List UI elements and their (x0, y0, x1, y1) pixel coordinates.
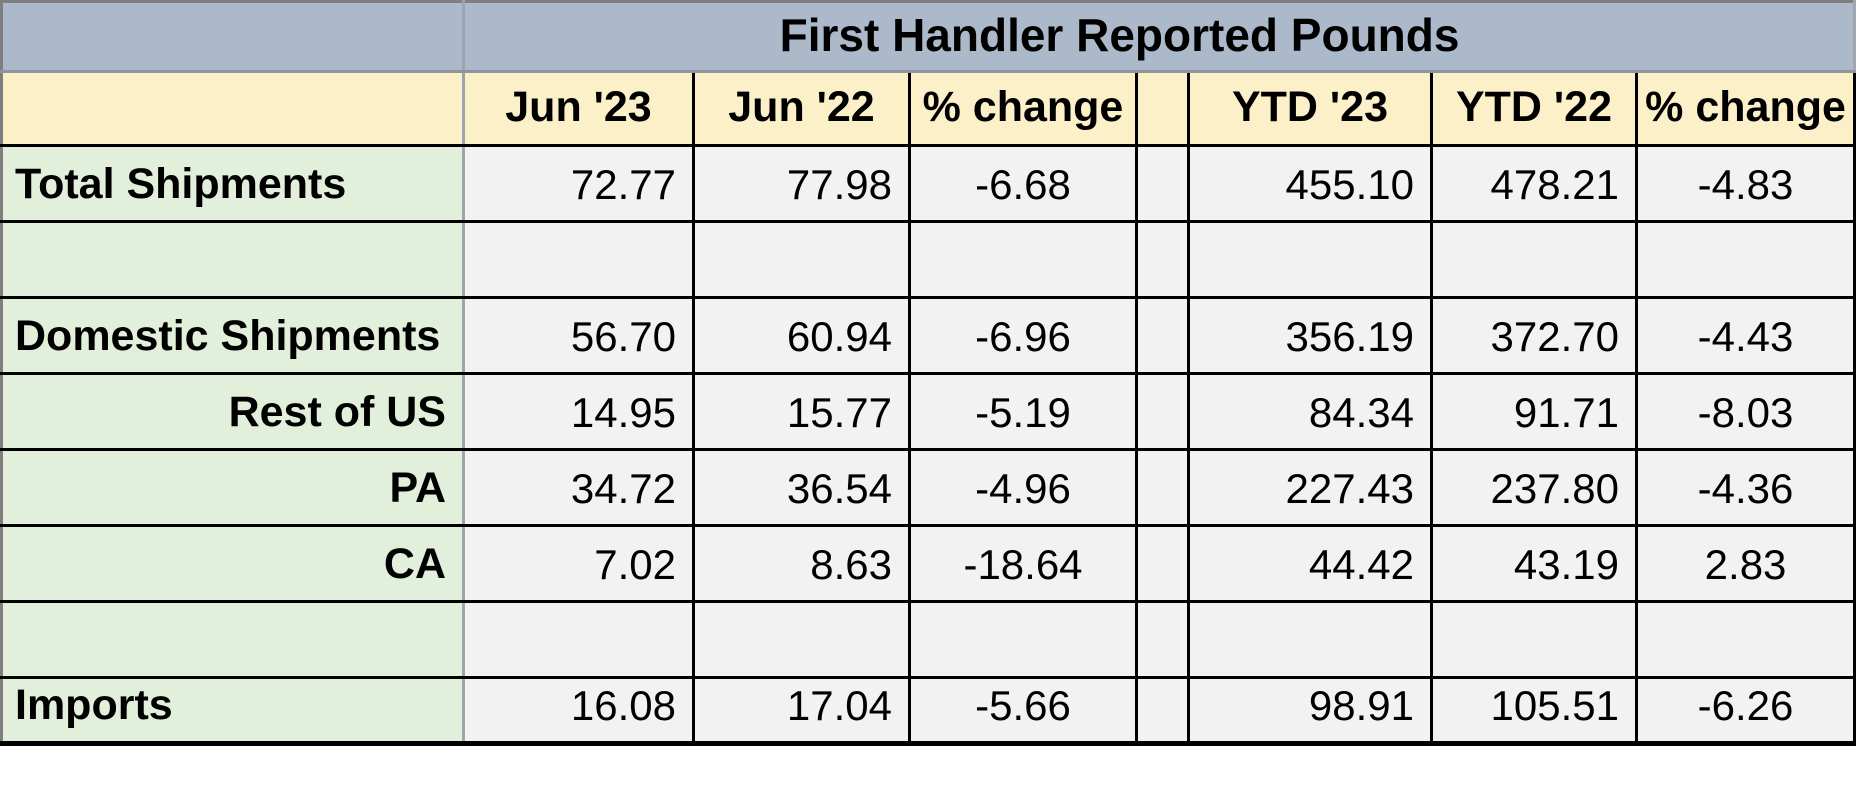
data-cell: 105.51 (1431, 677, 1638, 746)
table-row: Imports 16.08 17.04 -5.66 98.91 105.51 -6.26 (0, 677, 1857, 746)
data-cell (909, 221, 1138, 299)
header-label-cell (0, 71, 465, 147)
data-cell: 34.72 (463, 449, 695, 527)
header-cell: % change (1636, 71, 1857, 147)
data-cell: -6.26 (1636, 677, 1857, 746)
spacer-cell (1136, 221, 1190, 299)
row-label (0, 221, 465, 299)
spacer-cell (1136, 449, 1190, 527)
header-cell: YTD '23 (1188, 71, 1433, 147)
data-cell: 98.91 (1188, 677, 1433, 746)
row-label: Total Shipments (0, 145, 465, 223)
table-row: CA 7.02 8.63 -18.64 44.42 43.19 2.83 (0, 525, 1857, 603)
title-row: First Handler Reported Pounds (0, 0, 1857, 73)
row-label: CA (0, 525, 465, 603)
table-row: Domestic Shipments 56.70 60.94 -6.96 356.19 3… (0, 297, 1857, 375)
data-cell: -18.64 (909, 525, 1138, 603)
data-cell (1431, 221, 1638, 299)
data-cell: 17.04 (693, 677, 911, 746)
data-cell (693, 221, 911, 299)
data-cell: 14.95 (463, 373, 695, 451)
table-row-blank (0, 221, 1857, 299)
row-label: Imports (0, 677, 465, 746)
data-cell (463, 601, 695, 679)
spacer-cell (1136, 145, 1190, 223)
data-cell: 84.34 (1188, 373, 1433, 451)
data-cell: 478.21 (1431, 145, 1638, 223)
data-cell: 91.71 (1431, 373, 1638, 451)
spacer-cell (1136, 677, 1190, 746)
data-cell: 227.43 (1188, 449, 1433, 527)
data-cell: 36.54 (693, 449, 911, 527)
title-left-cell (0, 0, 465, 73)
data-cell: 7.02 (463, 525, 695, 603)
data-cell (693, 601, 911, 679)
row-label: PA (0, 449, 465, 527)
data-cell (1636, 221, 1857, 299)
data-cell: 77.98 (693, 145, 911, 223)
data-cell (1431, 601, 1638, 679)
data-cell (463, 221, 695, 299)
spacer-cell (1136, 297, 1190, 375)
table-title: First Handler Reported Pounds (463, 0, 1857, 73)
data-cell: 2.83 (1636, 525, 1857, 603)
data-cell: -5.66 (909, 677, 1138, 746)
data-cell (909, 601, 1138, 679)
first-handler-table: First Handler Reported Pounds Jun '23 Jun… (0, 0, 1857, 746)
data-cell: -4.36 (1636, 449, 1857, 527)
data-cell: 372.70 (1431, 297, 1638, 375)
table-row-blank (0, 601, 1857, 679)
data-cell: -6.96 (909, 297, 1138, 375)
data-cell (1188, 601, 1433, 679)
table-row: Total Shipments 72.77 77.98 -6.68 455.10 478.… (0, 145, 1857, 223)
data-cell (1636, 601, 1857, 679)
data-cell: -4.96 (909, 449, 1138, 527)
data-cell: -6.68 (909, 145, 1138, 223)
data-cell: -4.43 (1636, 297, 1857, 375)
data-cell: 72.77 (463, 145, 695, 223)
data-cell: -4.83 (1636, 145, 1857, 223)
row-label: Rest of US (0, 373, 465, 451)
header-cell: Jun '22 (693, 71, 911, 147)
data-cell: 56.70 (463, 297, 695, 375)
header-cell: Jun '23 (463, 71, 695, 147)
data-cell: 16.08 (463, 677, 695, 746)
spacer-cell (1136, 601, 1190, 679)
spacer-cell (1136, 373, 1190, 451)
header-cell: YTD '22 (1431, 71, 1638, 147)
header-spacer-cell (1136, 71, 1190, 147)
data-cell: -8.03 (1636, 373, 1857, 451)
data-cell: 237.80 (1431, 449, 1638, 527)
table-row: Rest of US 14.95 15.77 -5.19 84.34 91.71 -8.03 (0, 373, 1857, 451)
data-cell: 44.42 (1188, 525, 1433, 603)
data-cell: 455.10 (1188, 145, 1433, 223)
data-cell: 60.94 (693, 297, 911, 375)
data-cell: 15.77 (693, 373, 911, 451)
spacer-cell (1136, 525, 1190, 603)
data-cell: 43.19 (1431, 525, 1638, 603)
data-cell: 356.19 (1188, 297, 1433, 375)
table-row: PA 34.72 36.54 -4.96 227.43 237.80 -4.36 (0, 449, 1857, 527)
data-cell: -5.19 (909, 373, 1138, 451)
row-label (0, 601, 465, 679)
row-label: Domestic Shipments (0, 297, 465, 375)
data-cell: 8.63 (693, 525, 911, 603)
header-row: Jun '23 Jun '22% change YTD '23 YTD '22% ch… (0, 71, 1857, 147)
data-cell (1188, 221, 1433, 299)
header-cell: % change (909, 71, 1138, 147)
